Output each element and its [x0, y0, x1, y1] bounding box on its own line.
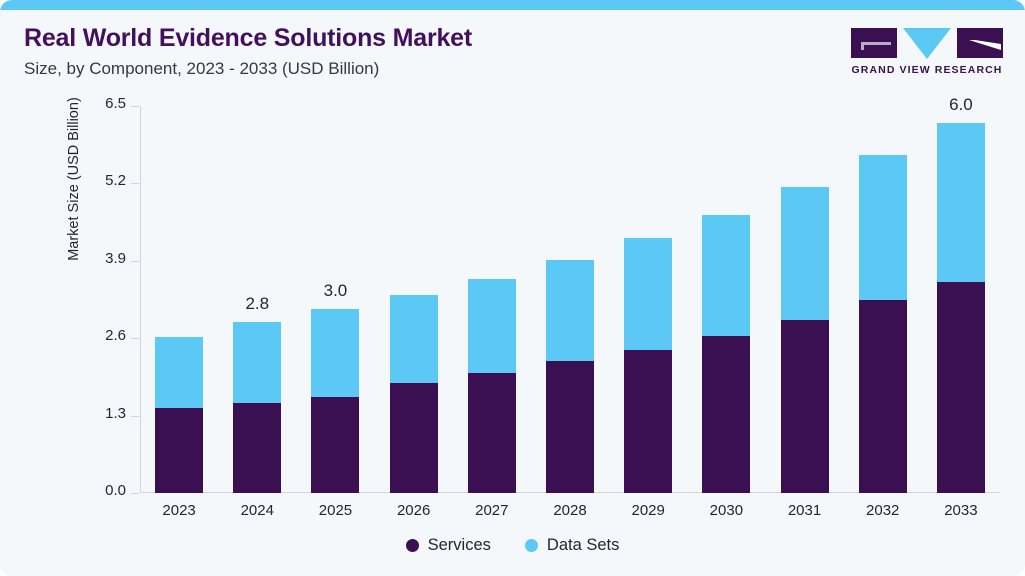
bar-segment-data-sets[interactable]	[155, 337, 204, 408]
bar-group-2028[interactable]	[546, 260, 594, 493]
legend-item-services[interactable]: Services	[405, 536, 491, 555]
logo-r-diagonal-icon	[969, 40, 1001, 50]
bars-layer: 2.8 3.0 6.0	[140, 95, 1000, 493]
bar-segment-services[interactable]	[155, 407, 204, 493]
bar-value-label: 3.0	[323, 281, 348, 301]
legend-item-data-sets[interactable]: Data Sets	[524, 536, 620, 555]
bar-segment-services[interactable]	[624, 350, 673, 493]
bar-segment-services[interactable]	[546, 360, 594, 493]
legend-swatch-icon	[405, 539, 419, 552]
x-axis-tick-label: 2023	[162, 502, 196, 519]
chart-header: Real World Evidence Solutions Market Siz…	[24, 22, 724, 82]
x-axis-tick-label: 2031	[787, 502, 822, 519]
bar-segment-data-sets[interactable]	[233, 322, 282, 404]
bar-segment-data-sets[interactable]	[467, 279, 516, 373]
bar-group-2027[interactable]	[467, 279, 516, 493]
y-axis-tick: 2.6	[0, 327, 139, 344]
logo-g-tick-icon	[861, 42, 864, 50]
bar-group-2030[interactable]	[702, 214, 751, 493]
x-axis-tick-label: 2030	[709, 502, 744, 519]
logo-v-triangle-icon	[903, 28, 951, 59]
chart-legend: Services Data Sets	[0, 536, 1025, 555]
bar-segment-services[interactable]	[311, 397, 360, 493]
bar-segment-services[interactable]	[936, 282, 985, 493]
bar-segment-services[interactable]	[467, 372, 516, 493]
bar-segment-data-sets[interactable]	[936, 123, 985, 283]
y-axis-title: Market Size (USD Billion)	[66, 97, 82, 261]
x-axis-tick-label: 2025	[318, 502, 353, 519]
chart-subtitle: Size, by Component, 2023 - 2033 (USD Bil…	[24, 59, 380, 78]
brand-logo: GRAND VIEW RESEARCH	[851, 28, 1003, 76]
y-axis-tick: 5.2	[0, 172, 139, 189]
bar-group-2033[interactable]: 6.0	[936, 95, 985, 493]
y-axis-tick: 0.0	[0, 482, 139, 499]
logo-marks	[851, 28, 1003, 59]
y-axis-tick-mark	[131, 338, 139, 340]
bar-group-2025[interactable]: 3.0	[311, 281, 360, 493]
bar-group-2023[interactable]	[155, 337, 204, 493]
y-axis-tick-mark	[131, 415, 139, 417]
legend-label: Data Sets	[546, 536, 620, 554]
logo-r-icon	[957, 28, 1003, 58]
y-axis-tick-label: 3.9	[105, 249, 126, 267]
bar-segment-data-sets[interactable]	[311, 309, 360, 398]
bar-segment-services[interactable]	[858, 300, 907, 493]
x-axis-tick-label: 2029	[631, 502, 665, 519]
top-accent-bar	[0, 0, 1025, 10]
x-axis-tick-label: 2033	[944, 502, 978, 519]
bar-group-2024[interactable]: 2.8	[233, 294, 282, 493]
x-axis-tick-label: 2027	[475, 502, 509, 519]
bar-segment-data-sets[interactable]	[624, 238, 673, 351]
bar-group-2032[interactable]	[858, 154, 907, 493]
page-title: Real World Evidence Solutions Market	[24, 24, 473, 52]
x-axis-tick-label: 2024	[240, 502, 274, 519]
bar-value-label: 2.8	[245, 294, 270, 314]
bar-segment-services[interactable]	[702, 335, 751, 493]
y-axis-tick-mark	[131, 493, 139, 494]
legend-label: Services	[427, 536, 491, 554]
y-axis-tick-label: 6.5	[105, 95, 126, 112]
y-axis-tick-label: 0.0	[105, 482, 126, 499]
bar-segment-data-sets[interactable]	[780, 186, 829, 320]
y-axis-tick: 6.5	[0, 95, 139, 112]
bar-segment-services[interactable]	[233, 403, 282, 493]
bar-segment-data-sets[interactable]	[702, 214, 751, 336]
bar-segment-services[interactable]	[780, 319, 829, 493]
bar-segment-data-sets[interactable]	[389, 294, 438, 383]
x-axis-tick-label: 2026	[396, 502, 431, 519]
y-axis-tick-mark	[131, 260, 139, 262]
y-axis-tick: 1.3	[0, 405, 139, 422]
y-axis-tick-mark	[131, 106, 139, 107]
y-axis-tick: 3.9	[0, 250, 139, 267]
bar-group-2029[interactable]	[624, 238, 673, 493]
y-axis-tick-label: 5.2	[105, 172, 126, 190]
x-axis-tick-label: 2028	[553, 502, 587, 519]
y-axis-tick-mark	[131, 183, 139, 185]
y-axis-tick-label: 1.3	[105, 404, 126, 422]
logo-wordmark: GRAND VIEW RESEARCH	[851, 64, 1003, 76]
bar-segment-data-sets[interactable]	[546, 260, 594, 361]
bar-segment-services[interactable]	[389, 382, 438, 493]
logo-g-icon	[851, 28, 897, 58]
x-axis-tick-label: 2032	[866, 502, 900, 519]
bar-group-2026[interactable]	[389, 294, 438, 493]
bar-group-2031[interactable]	[780, 186, 829, 493]
y-axis-tick-label: 2.6	[105, 327, 126, 345]
legend-swatch-icon	[524, 539, 538, 552]
bar-segment-data-sets[interactable]	[858, 154, 907, 301]
logo-g-bar-icon	[861, 42, 891, 45]
bar-value-label: 6.0	[949, 95, 973, 115]
